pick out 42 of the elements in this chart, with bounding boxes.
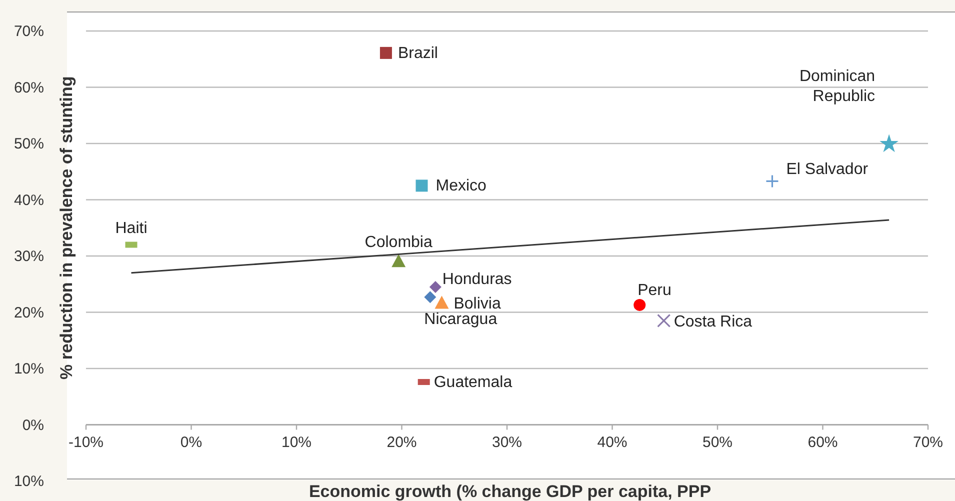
point xyxy=(429,280,442,293)
y-tick-label: 30% xyxy=(14,248,44,265)
x-axis-title: Economic growth (% change GDP per capita, PPP xyxy=(308,482,712,501)
x-tick-label: 10% xyxy=(281,434,312,451)
y-tick-label: 10% xyxy=(14,473,44,490)
y-tick-label: 10% xyxy=(14,360,44,378)
series-label: Haiti xyxy=(115,220,148,237)
x-tick-label: -10% xyxy=(68,434,104,451)
point xyxy=(634,298,646,311)
x-tick-label: 0% xyxy=(180,434,202,451)
series-label: Costa Rica xyxy=(674,314,752,331)
point xyxy=(765,174,780,188)
series-label: Peru xyxy=(638,282,672,299)
series-label: Bolivia xyxy=(454,296,501,313)
x-tick-label: 60% xyxy=(808,434,838,451)
point xyxy=(392,254,406,268)
series-label: Colombia xyxy=(364,234,432,252)
series-label: Honduras xyxy=(442,270,512,288)
x-tick-label: 20% xyxy=(386,434,417,451)
point xyxy=(380,46,392,59)
point xyxy=(416,180,428,192)
text: Dominican Republic xyxy=(799,68,876,106)
y-tick-label: 20% xyxy=(14,304,44,322)
point xyxy=(880,134,898,152)
y-tick-label: 0% xyxy=(22,416,44,434)
x-tick-label: 40% xyxy=(597,434,628,451)
series-label: Brazil xyxy=(398,44,438,62)
y-tick-label: 60% xyxy=(14,79,44,96)
point xyxy=(424,291,436,304)
point xyxy=(657,314,671,328)
series-label: Nicaragua xyxy=(424,311,498,328)
y-tick-label: 70% xyxy=(14,23,44,40)
y-axis-title: % reduction in prevalence of stunting xyxy=(57,76,76,380)
x-tick-label: 70% xyxy=(912,434,944,451)
series-label: El Salvador xyxy=(786,161,869,178)
x-tick-label: 50% xyxy=(702,434,733,451)
series-label: Guatemala xyxy=(434,374,512,391)
y-tick-label: 50% xyxy=(14,136,44,152)
y-tick-label: 40% xyxy=(14,192,44,209)
point xyxy=(434,296,449,309)
x-tick-label: 30% xyxy=(492,434,522,451)
series-label: Mexico xyxy=(436,178,487,195)
